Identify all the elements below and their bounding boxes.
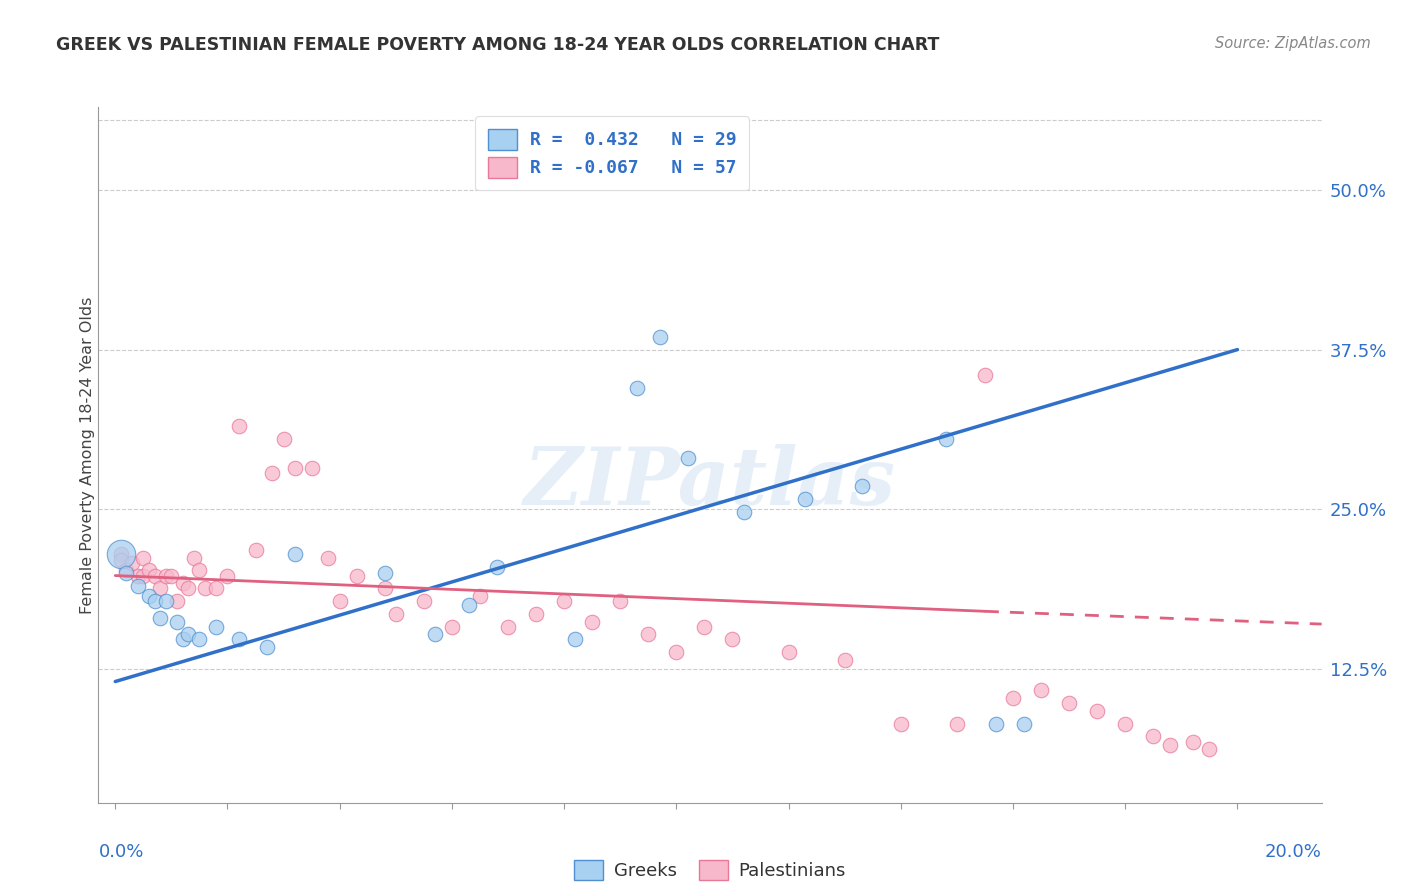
Point xyxy=(284,461,307,475)
Point xyxy=(648,330,671,344)
Point xyxy=(581,615,603,629)
Point xyxy=(496,619,519,633)
Point xyxy=(177,582,200,596)
Point xyxy=(834,653,856,667)
Point xyxy=(160,568,183,582)
Point xyxy=(228,632,250,647)
Text: GREEK VS PALESTINIAN FEMALE POVERTY AMONG 18-24 YEAR OLDS CORRELATION CHART: GREEK VS PALESTINIAN FEMALE POVERTY AMON… xyxy=(56,36,939,54)
Point xyxy=(1159,739,1181,753)
Point xyxy=(986,716,1008,731)
Text: 0.0%: 0.0% xyxy=(98,843,143,861)
Point xyxy=(256,640,278,654)
Point xyxy=(132,550,155,565)
Point xyxy=(637,627,659,641)
Point xyxy=(374,582,396,596)
Point xyxy=(177,627,200,641)
Point xyxy=(1198,742,1220,756)
Point xyxy=(205,582,228,596)
Point xyxy=(935,432,957,446)
Point xyxy=(412,594,434,608)
Point xyxy=(284,547,307,561)
Point xyxy=(205,619,228,633)
Point xyxy=(946,716,969,731)
Legend: Greeks, Palestinians: Greeks, Palestinians xyxy=(567,853,853,888)
Point xyxy=(564,632,586,647)
Point xyxy=(188,632,211,647)
Point xyxy=(385,607,408,621)
Point xyxy=(217,568,239,582)
Point xyxy=(974,368,997,383)
Point xyxy=(110,547,132,561)
Point xyxy=(1181,734,1204,748)
Text: 20.0%: 20.0% xyxy=(1265,843,1322,861)
Point xyxy=(110,547,132,561)
Point xyxy=(121,556,143,570)
Point xyxy=(524,607,547,621)
Point xyxy=(245,543,267,558)
Point xyxy=(609,594,631,608)
Point xyxy=(1012,716,1035,731)
Y-axis label: Female Poverty Among 18-24 Year Olds: Female Poverty Among 18-24 Year Olds xyxy=(80,296,94,614)
Point xyxy=(1114,716,1136,731)
Point xyxy=(143,594,166,608)
Point xyxy=(115,566,138,580)
Point xyxy=(166,594,188,608)
Point xyxy=(346,568,368,582)
Point xyxy=(143,568,166,582)
Point xyxy=(127,579,149,593)
Point xyxy=(1002,691,1025,706)
Point xyxy=(676,451,699,466)
Point xyxy=(890,716,912,731)
Point xyxy=(374,566,396,580)
Point xyxy=(329,594,352,608)
Point xyxy=(149,582,172,596)
Point xyxy=(228,419,250,434)
Point xyxy=(693,619,716,633)
Point xyxy=(468,589,491,603)
Point xyxy=(115,564,138,578)
Point xyxy=(1029,683,1052,698)
Point xyxy=(138,564,160,578)
Point xyxy=(318,550,340,565)
Point xyxy=(778,645,800,659)
Point xyxy=(188,564,211,578)
Point xyxy=(194,582,217,596)
Point xyxy=(1085,704,1108,718)
Text: Source: ZipAtlas.com: Source: ZipAtlas.com xyxy=(1215,36,1371,51)
Point xyxy=(155,594,177,608)
Point xyxy=(721,632,744,647)
Point xyxy=(138,589,160,603)
Point xyxy=(110,553,132,567)
Point xyxy=(1142,730,1164,744)
Point xyxy=(794,491,817,506)
Point xyxy=(172,632,194,647)
Point xyxy=(273,432,295,446)
Point xyxy=(485,559,508,574)
Point xyxy=(127,568,149,582)
Point xyxy=(183,550,205,565)
Point xyxy=(553,594,575,608)
Point xyxy=(262,467,284,481)
Point xyxy=(149,610,172,624)
Point xyxy=(423,627,446,641)
Point xyxy=(665,645,688,659)
Point xyxy=(626,381,648,395)
Point xyxy=(457,598,479,612)
Text: ZIPatlas: ZIPatlas xyxy=(524,444,896,522)
Point xyxy=(301,461,323,475)
Point xyxy=(851,479,873,493)
Point xyxy=(172,576,194,591)
Point xyxy=(166,615,188,629)
Point xyxy=(132,568,155,582)
Point xyxy=(1057,696,1080,710)
Point xyxy=(155,568,177,582)
Point xyxy=(733,505,755,519)
Point xyxy=(440,619,463,633)
